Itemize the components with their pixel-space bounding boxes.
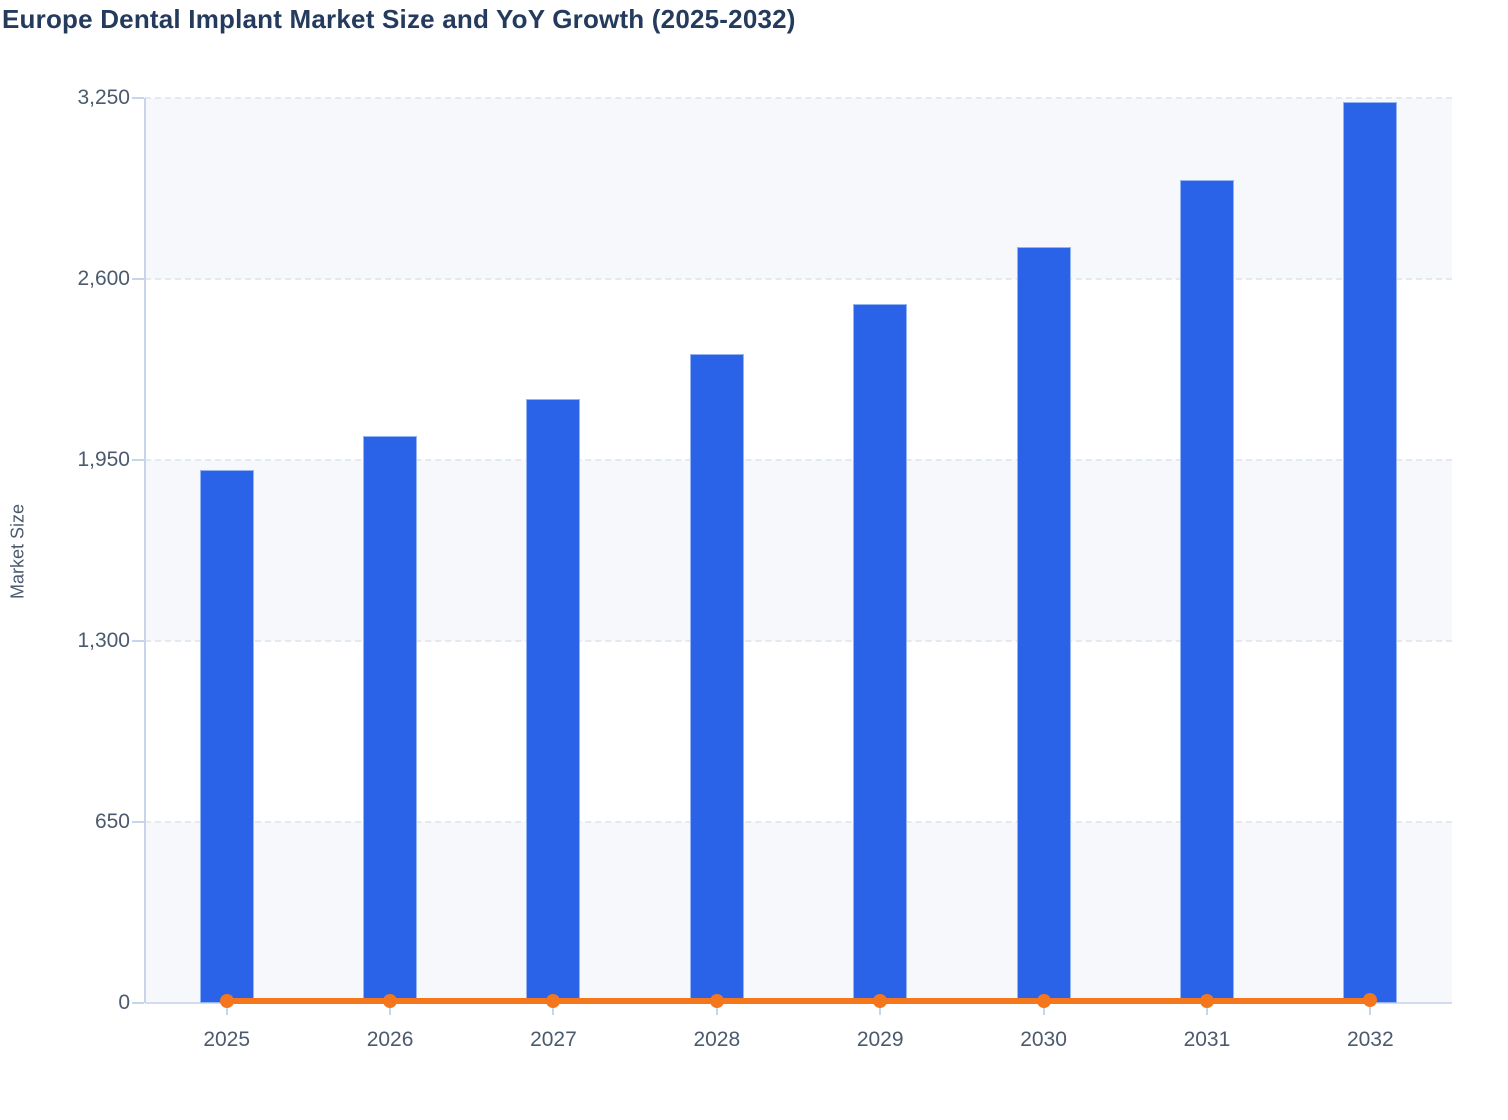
y-tick-label: 1,300 — [77, 629, 130, 652]
y-axis-title: Market Size — [7, 503, 28, 600]
chart-title: Europe Dental Implant Market Size and Yo… — [2, 4, 796, 34]
bar-2031[interactable] — [1179, 180, 1234, 1003]
x-tick-label-2029: 2029 — [856, 1028, 904, 1051]
y-axis-line — [144, 98, 146, 1003]
y-axis-tick — [132, 1002, 144, 1004]
y-tick-label: 1,950 — [77, 448, 130, 471]
bar-2030[interactable] — [1016, 246, 1071, 1003]
x-tick-label-2031: 2031 — [1183, 1028, 1231, 1051]
y-tick-label: 0 — [118, 991, 130, 1014]
x-axis-tick — [1205, 1004, 1208, 1015]
gridline-1300 — [145, 640, 1452, 642]
yoy-marker-2032[interactable] — [1363, 993, 1378, 1008]
x-tick-label-2030: 2030 — [1020, 1028, 1067, 1051]
y-axis-tick — [132, 459, 144, 461]
bar-2029[interactable] — [853, 304, 908, 1003]
x-tick-label-2028: 2028 — [693, 1028, 741, 1051]
x-axis-tick — [225, 1004, 228, 1015]
x-axis-tick — [715, 1004, 718, 1015]
yoy-marker-2028[interactable] — [709, 993, 724, 1008]
gridline-2600 — [145, 278, 1452, 280]
yoy-marker-2029[interactable] — [873, 993, 888, 1008]
gridline-650 — [145, 821, 1452, 823]
plot-band — [145, 98, 1452, 279]
bar-2025[interactable] — [199, 469, 254, 1003]
y-axis-tick — [132, 640, 144, 642]
yoy-marker-2027[interactable] — [546, 994, 561, 1009]
x-tick-label-2032: 2032 — [1346, 1028, 1394, 1051]
yoy-growth-line[interactable] — [226, 997, 1371, 1004]
y-axis-tick — [132, 97, 144, 99]
plot-band — [145, 822, 1452, 1003]
plot-band — [145, 460, 1452, 641]
yoy-marker-2025[interactable] — [219, 994, 234, 1009]
bar-2028[interactable] — [689, 354, 744, 1003]
gridline-1950 — [145, 459, 1452, 461]
yoy-marker-2026[interactable] — [383, 994, 398, 1009]
y-tick-label: 3,250 — [77, 86, 130, 109]
x-axis-tick — [879, 1004, 882, 1015]
y-tick-label: 2,600 — [77, 267, 130, 290]
x-axis-tick — [389, 1004, 392, 1015]
bar-2032[interactable] — [1343, 102, 1398, 1003]
x-tick-label-2025: 2025 — [203, 1028, 251, 1051]
x-tick-label-2027: 2027 — [530, 1028, 577, 1051]
y-axis-tick — [132, 821, 144, 823]
y-tick-label: 650 — [94, 810, 130, 833]
yoy-marker-2031[interactable] — [1199, 993, 1214, 1008]
yoy-marker-2030[interactable] — [1036, 993, 1051, 1008]
x-axis-tick — [552, 1004, 555, 1015]
x-axis-tick — [1369, 1004, 1372, 1015]
gridline-3250 — [145, 97, 1452, 99]
y-axis-tick — [132, 278, 144, 280]
plot-area — [132, 97, 1452, 1015]
x-axis-tick — [1042, 1004, 1045, 1015]
bar-2027[interactable] — [526, 398, 581, 1003]
x-tick-label-2026: 2026 — [366, 1028, 414, 1051]
bar-2026[interactable] — [363, 436, 418, 1003]
